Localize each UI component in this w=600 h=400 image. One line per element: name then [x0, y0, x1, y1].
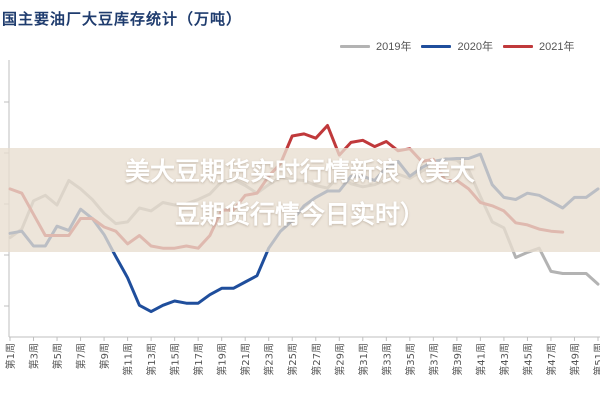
legend-label-2019: 2019年 [376, 41, 412, 53]
legend-item-2020: 2020年 [421, 38, 493, 54]
overlay-banner-text: 美大豆期货实时行情新浪（美大 豆期货行情今日实时） [0, 150, 600, 236]
legend-label-2020: 2020年 [457, 41, 493, 53]
x-tick-label: 第33周 [380, 343, 393, 376]
x-tick-label: 第47周 [545, 343, 558, 376]
legend-item-2019: 2019年 [340, 38, 411, 54]
x-tick-label: 第17周 [192, 343, 205, 376]
legend-swatch-2019 [340, 44, 370, 48]
x-tick-label: 第45周 [521, 343, 534, 376]
x-tick-label: 第9周 [98, 343, 111, 369]
legend-swatch-2021 [502, 44, 533, 48]
x-tick-label: 第49周 [568, 343, 581, 376]
x-tick-label: 第7周 [75, 343, 88, 369]
x-tick-label: 第1周 [4, 343, 17, 369]
x-tick-label: 第23周 [263, 343, 276, 376]
x-tick-label: 第5周 [51, 343, 64, 369]
x-tick-label: 第41周 [474, 343, 487, 376]
overlay-banner-background [0, 148, 600, 252]
chart-title: 国主要油厂大豆库存统计（万吨） [2, 10, 243, 28]
x-tick-label: 第25周 [286, 343, 299, 376]
x-tick-label: 第39周 [451, 343, 464, 376]
x-tick-label: 第19周 [216, 343, 229, 376]
x-tick-label: 第31周 [357, 343, 370, 376]
chart-legend: 2019年 2020年 2021年 [340, 38, 584, 54]
legend-swatch-2020 [421, 44, 452, 48]
overlay-text-line-1: 美大豆期货实时行情新浪（美大 [124, 157, 475, 186]
x-tick-label: 第21周 [239, 343, 252, 376]
x-tick-label: 第15周 [169, 343, 182, 376]
legend-item-2021: 2021年 [502, 38, 575, 54]
x-tick-label: 第37周 [427, 343, 440, 376]
x-tick-label: 第51周 [592, 343, 600, 376]
overlay-text-line-2: 豆期货行情今日实时） [174, 200, 425, 229]
x-tick-label: 第3周 [28, 343, 41, 369]
x-tick-label: 第13周 [145, 343, 158, 376]
x-tick-label: 第35周 [404, 343, 417, 376]
x-tick-label: 第27周 [310, 343, 323, 376]
legend-label-2021: 2021年 [538, 41, 575, 53]
x-tick-label: 第11周 [122, 343, 135, 376]
x-tick-label: 第43周 [498, 343, 511, 376]
x-tick-label: 第29周 [333, 343, 346, 376]
